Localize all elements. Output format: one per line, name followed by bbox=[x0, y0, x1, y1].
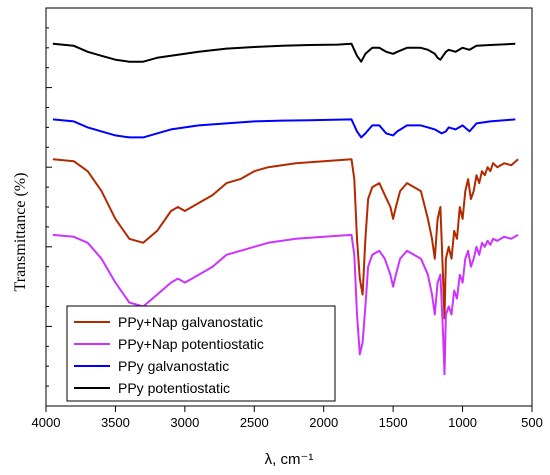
legend-label: PPy galvanostatic bbox=[118, 358, 229, 374]
x-axis-ticks: 4000 3500 3000 2500 2000 1500 1000 500 bbox=[32, 406, 543, 430]
legend-label: PPy+Nap galvanostatic bbox=[118, 314, 263, 330]
x-tick-label: 1000 bbox=[448, 415, 477, 430]
x-tick-label: 2000 bbox=[309, 415, 338, 430]
x-tick-label: 4000 bbox=[32, 415, 61, 430]
y-axis-ticks bbox=[46, 7, 52, 407]
x-tick-label: 2500 bbox=[240, 415, 269, 430]
series-line-ppy-potentiostatic bbox=[52, 42, 516, 63]
series-line-ppy-nap-potentiostatic bbox=[52, 233, 519, 376]
legend-label: PPy potentiostatic bbox=[118, 380, 230, 396]
x-tick-label: 1500 bbox=[379, 415, 408, 430]
x-tick-label: 3000 bbox=[170, 415, 199, 430]
series-line-ppy-nap-galvanostatic bbox=[52, 158, 519, 320]
legend-box bbox=[66, 305, 336, 402]
x-tick-label: 500 bbox=[521, 415, 543, 430]
legend-label: PPy+Nap potentiostatic bbox=[118, 336, 264, 352]
series-lines bbox=[52, 42, 519, 376]
series-line-ppy-galvanostatic bbox=[52, 118, 516, 139]
legend: PPy+Nap galvanostatic PPy+Nap potentiosta… bbox=[66, 305, 336, 402]
y-axis-title: Transmittance (%) bbox=[12, 173, 29, 292]
x-tick-label: 3500 bbox=[101, 415, 130, 430]
x-axis-title: λ, cm⁻¹ bbox=[265, 451, 314, 468]
